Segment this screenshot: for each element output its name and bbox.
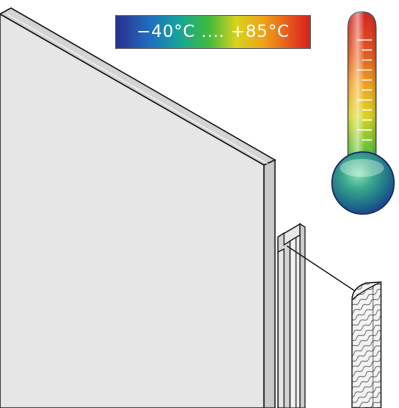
wall-panel xyxy=(0,7,277,408)
panel-face xyxy=(0,13,265,408)
striped-seal-icon xyxy=(351,281,382,408)
temperature-range-banner: −40°C .... +85°C xyxy=(115,15,311,49)
temperature-range-label: −40°C .... +85°C xyxy=(136,22,290,42)
thermometer-icon xyxy=(331,11,395,215)
panel-side-edge xyxy=(263,158,276,408)
leader-line xyxy=(286,245,359,294)
thermometer-bulb xyxy=(331,151,395,215)
thermometer-scale-ticks xyxy=(357,39,372,141)
channel-profile xyxy=(277,222,306,408)
